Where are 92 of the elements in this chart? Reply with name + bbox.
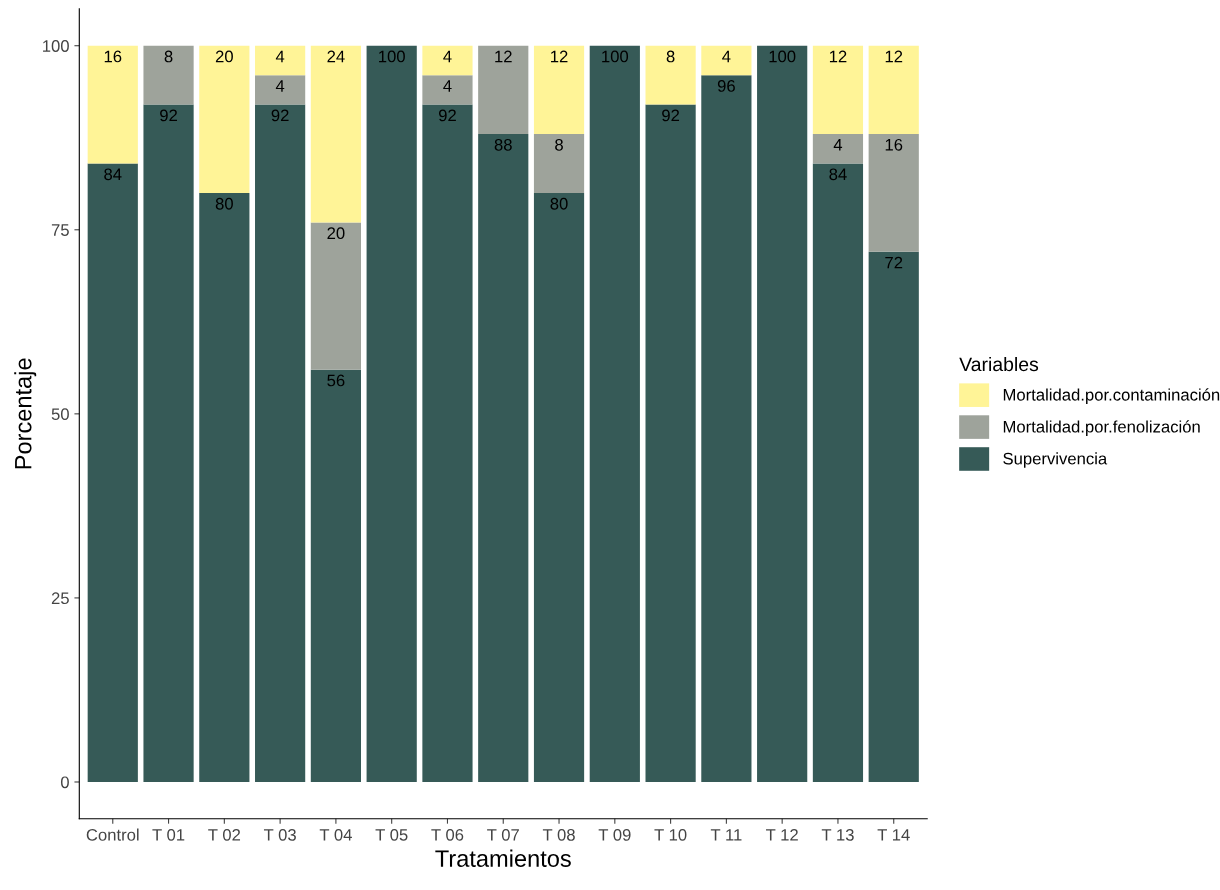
x-tick-label: T 13 [821,828,854,841]
bar [255,75,306,105]
bar [255,45,306,76]
x-tick-label: T 14 [877,829,910,841]
data-label: 92 [662,109,680,122]
data-label: 12 [551,50,568,63]
bar [701,45,752,76]
bar [478,45,529,135]
x-tick-label: T 02 [208,828,241,841]
y-tick-label: 75 [51,224,69,236]
bar [868,45,919,135]
x-tick-label: T 05 [375,828,408,841]
data-label: 92 [271,109,289,122]
bar [310,369,361,782]
data-label: 56 [327,374,345,387]
bar [701,75,752,782]
legend-label: Mortalidad.por.contaminación [1003,388,1220,404]
x-tick-label: T 09 [598,828,631,841]
data-label: 80 [215,197,233,210]
bar [366,45,417,782]
bar [868,251,919,782]
data-label: 16 [104,50,122,63]
legend-label: Mortalidad.por.fenolización [1003,420,1200,436]
bar [310,222,361,370]
data-label: 20 [327,227,345,240]
x-tick-label: T 08 [542,828,575,841]
data-label: 92 [160,109,177,122]
bar [533,192,585,782]
data-label: 92 [438,109,456,122]
x-tick-label: T 01 [152,828,185,841]
data-label: 4 [275,50,285,63]
data-label: 4 [275,80,285,92]
data-label: 4 [443,50,452,63]
y-tick-label: 25 [51,592,69,605]
x-axis-title: Tratamientos [435,849,571,867]
legend-title: Variables [959,356,1039,372]
bar [143,45,194,105]
data-label: 8 [555,138,563,151]
bar [422,104,473,782]
x-tick-label: T 12 [766,828,798,841]
data-label: 88 [494,138,512,151]
data-label: 8 [666,50,675,63]
data-label: 100 [602,50,629,63]
data-label: 4 [833,139,843,151]
bar [255,104,306,782]
bar [87,163,138,782]
bar [589,45,640,782]
bar [868,134,919,252]
data-label: 12 [829,50,847,63]
bar [143,104,194,782]
data-label: 72 [885,256,903,269]
bar [645,45,696,105]
bar [199,192,250,782]
bar [199,45,250,193]
bar [310,45,361,223]
bar [533,45,585,135]
data-label: 100 [769,50,796,63]
bar [87,45,138,164]
data-label: 16 [885,138,903,151]
data-label: 8 [164,50,173,63]
data-label: 100 [379,50,405,63]
y-tick-label: 50 [51,408,69,421]
x-tick-label: T 06 [431,828,464,841]
data-label: 24 [327,50,345,63]
y-axis-title: Porcentaje [14,358,37,469]
data-label: 84 [829,168,847,181]
data-label: 80 [550,197,568,210]
data-label: 20 [215,50,233,63]
x-tick-label: T 04 [319,828,352,841]
bar [757,45,808,782]
data-label: 4 [722,50,731,63]
x-tick-label: T 10 [654,828,687,841]
x-tick-label: T 03 [263,828,296,841]
data-label: 12 [885,50,903,63]
bar [478,134,529,782]
x-tick-label: T 11 [710,829,742,841]
bar [422,45,473,76]
bar [533,134,585,193]
data-label: 84 [104,168,122,181]
bar [812,163,864,782]
x-tick-label: T 07 [487,828,519,841]
bar [422,75,473,105]
y-tick-label: 0 [60,776,69,789]
data-label: 4 [443,80,452,92]
bar [812,134,864,164]
bar [645,104,696,782]
bar [812,45,864,135]
data-label: 12 [495,50,512,63]
data-label: 96 [717,80,735,92]
legend-label: Supervivencia [1003,452,1108,468]
x-tick-label: Control [86,828,139,841]
y-tick-label: 100 [43,40,69,52]
